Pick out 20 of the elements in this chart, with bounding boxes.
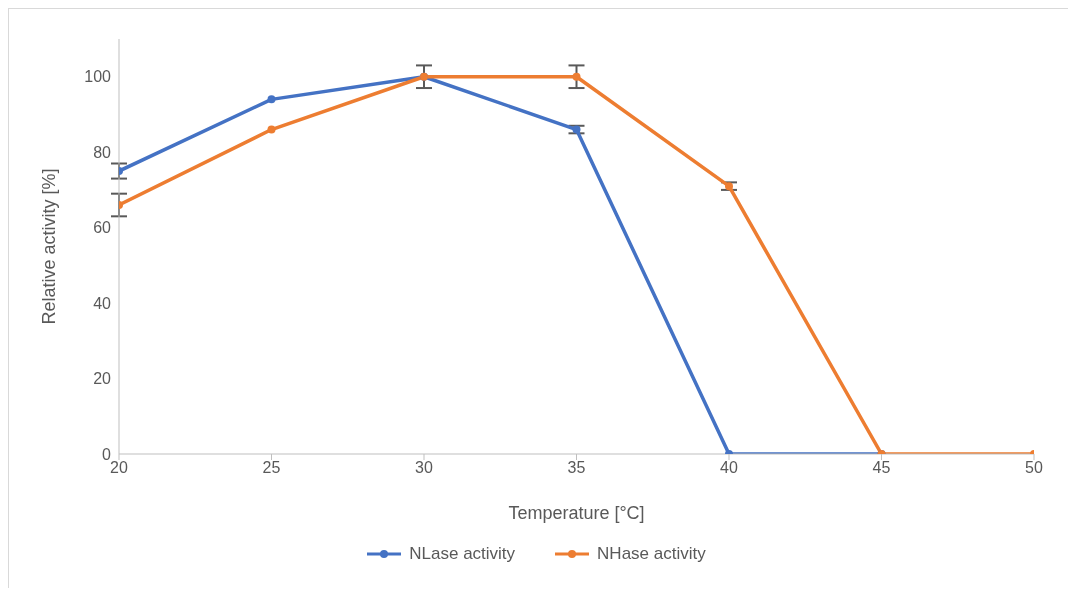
x-tick-label: 20: [110, 459, 128, 477]
x-tick-label: 25: [262, 459, 281, 477]
x-tick-label: 35: [567, 459, 586, 477]
x-axis-title: Temperature [°C]: [508, 503, 645, 523]
point: [267, 95, 276, 104]
y-tick-label: 0: [102, 445, 112, 463]
x-tick-label: 50: [1025, 459, 1043, 477]
x-tick-label: 40: [720, 459, 738, 477]
y-tick-label: 60: [93, 219, 112, 237]
point: [267, 125, 276, 134]
x-tick-label: 30: [415, 459, 433, 477]
point: [572, 72, 581, 81]
x-tick-label: 45: [872, 459, 891, 477]
legend-label: NLase activity: [408, 544, 516, 564]
legend-label: NHase activity: [596, 544, 706, 564]
y-tick-label: 20: [93, 370, 112, 388]
y-tick-label: 80: [93, 143, 112, 161]
y-tick-label: 40: [93, 294, 112, 312]
y-tick-label: 100: [84, 68, 112, 86]
y-axis-title: Relative activity [%]: [39, 168, 60, 325]
